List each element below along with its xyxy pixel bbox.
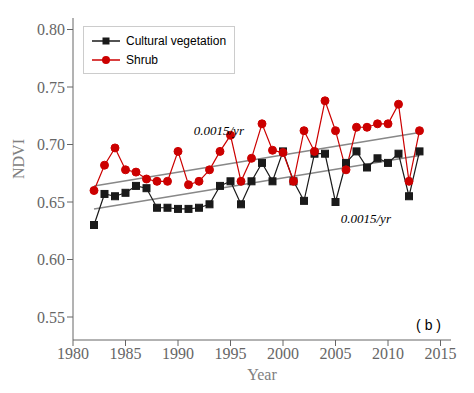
svg-text:0.0015/yr: 0.0015/yr <box>194 123 245 138</box>
svg-text:0.65: 0.65 <box>37 194 65 211</box>
svg-text:2000: 2000 <box>267 345 299 362</box>
html-text:Shrub: Shrub <box>126 52 158 67</box>
svg-text:2010: 2010 <box>372 345 404 362</box>
svg-text:( b ): ( b ) <box>416 317 441 333</box>
svg-text:2005: 2005 <box>320 345 352 362</box>
svg-text:1985: 1985 <box>110 345 142 362</box>
svg-text:0.70: 0.70 <box>37 136 65 153</box>
svg-text:1980: 1980 <box>57 345 89 362</box>
svg-text:0.60: 0.60 <box>37 251 65 268</box>
svg-text:0.75: 0.75 <box>37 79 65 96</box>
svg-text:2015: 2015 <box>425 345 457 362</box>
svg-text:1995: 1995 <box>215 345 247 362</box>
svg-text:NDVI: NDVI <box>10 139 27 179</box>
svg-text:0.0015/yr: 0.0015/yr <box>341 211 392 226</box>
html-text:Cultural vegetation: Cultural vegetation <box>126 33 227 48</box>
svg-text:0.80: 0.80 <box>37 21 65 38</box>
svg-text:1990: 1990 <box>162 345 194 362</box>
svg-text:0.55: 0.55 <box>37 309 65 326</box>
svg-text:Year: Year <box>247 366 277 383</box>
